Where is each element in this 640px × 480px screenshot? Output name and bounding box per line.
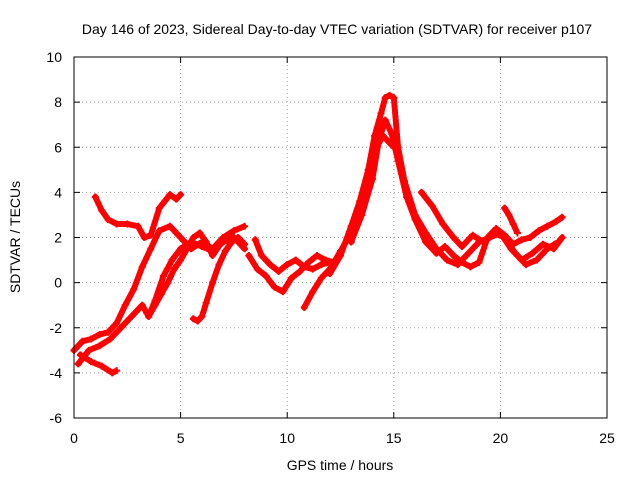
y-tick-label: 2 <box>54 230 62 246</box>
y-tick-label: 0 <box>54 275 62 291</box>
series-track-e <box>145 229 227 320</box>
series-track-m <box>501 204 521 237</box>
series-trace <box>418 189 561 268</box>
series-trace <box>501 205 521 236</box>
series-track-l <box>418 188 562 269</box>
x-tick-label: 0 <box>70 430 78 446</box>
chart-title: Day 146 of 2023, Sidereal Day-to-day VTE… <box>82 21 592 37</box>
x-axis-label: GPS time / hours <box>287 457 394 473</box>
series-trace <box>301 132 397 311</box>
y-tick-label: 10 <box>46 49 62 65</box>
y-tick-label: 4 <box>54 184 62 200</box>
x-tick-label: 20 <box>493 430 509 446</box>
y-tick-label: 8 <box>54 94 62 110</box>
series-trace <box>348 117 566 270</box>
y-tick-label: -6 <box>50 410 63 426</box>
plot-border <box>73 56 608 419</box>
y-axis-ticks: -6 -4 -2 0 2 4 6 8 10 <box>46 49 607 426</box>
series-trace <box>77 351 120 376</box>
series-track-f <box>189 234 249 325</box>
series-track-h <box>251 236 334 275</box>
series-trace <box>92 191 184 241</box>
series-trace <box>190 234 248 324</box>
x-tick-label: 15 <box>386 430 402 446</box>
series-track-a <box>91 191 185 241</box>
y-tick-label: -2 <box>50 320 63 336</box>
series-track-d <box>76 351 121 377</box>
series-track-k <box>347 116 566 271</box>
x-tick-label: 10 <box>279 430 295 446</box>
series-track-i <box>300 132 398 311</box>
y-tick-label: -4 <box>50 365 63 381</box>
x-axis-ticks: 0 5 10 15 20 25 <box>70 57 615 446</box>
y-axis-label: SDTVAR / TECUs <box>7 181 23 293</box>
y-tick-label: 6 <box>54 139 62 155</box>
series-trace <box>252 236 333 275</box>
x-tick-label: 5 <box>177 430 185 446</box>
data-points <box>70 91 566 377</box>
series-trace <box>145 229 227 320</box>
x-tick-label: 25 <box>599 430 615 446</box>
